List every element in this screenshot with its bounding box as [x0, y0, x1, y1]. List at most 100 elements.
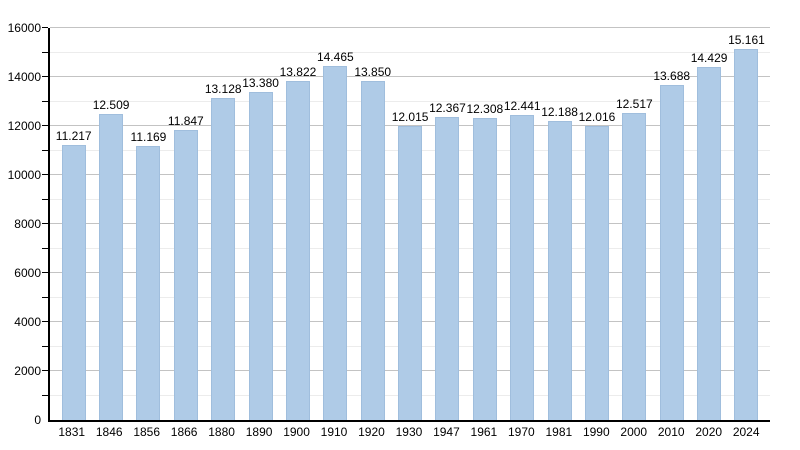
bar-value-label: 12.016: [578, 109, 616, 124]
bar-1880: 13.128: [205, 83, 242, 420]
y-axis-tick: [42, 296, 48, 298]
bar-1961: 12.308: [466, 103, 503, 420]
bar-2010: 13.688: [653, 69, 690, 420]
bar-2024: 15.161: [728, 33, 765, 420]
bar-value-label: 12.367: [429, 101, 466, 116]
x-tick-label: 2000: [620, 425, 648, 439]
y-axis-labels: 16000 14000 12000 10000 8000 6000 4000 2000 0: [0, 0, 44, 450]
y-axis-tick: [42, 198, 48, 200]
bar-slot: 12.517: [616, 28, 653, 420]
bar-1970: 12.441: [504, 100, 541, 420]
bar-1866: 11.847: [168, 114, 204, 420]
bar-slot: 12.367: [429, 28, 466, 420]
bar-slot: 12.308: [466, 28, 503, 420]
y-axis-tick: [42, 321, 48, 322]
bar-slot: 14.429: [690, 28, 727, 420]
bar-value-label: 13.850: [354, 64, 392, 79]
bar-1900: 13.822: [280, 66, 316, 420]
x-tick-label: 1981: [545, 425, 573, 439]
bar-slot: 12.015: [391, 28, 428, 420]
bar-value-label: 14.465: [316, 49, 354, 64]
bar-slot: 12.188: [541, 28, 578, 420]
y-axis-tick: [42, 247, 48, 249]
x-tick-label: 1900: [283, 425, 310, 439]
y-tick-label: 4000: [14, 315, 41, 329]
gridline-major: [50, 76, 770, 77]
bar-value-label: 11.169: [130, 130, 167, 145]
bar-slot: 13.688: [653, 28, 690, 420]
bar-1831: 11.217: [56, 130, 92, 420]
y-axis-tick: [42, 272, 48, 273]
y-axis-tick: [42, 394, 48, 396]
x-tick-label: 1920: [358, 425, 385, 439]
bar-value-label: 14.429: [690, 50, 728, 65]
x-tick-label: 1947: [433, 425, 460, 439]
bar-value-label: 12.441: [503, 99, 541, 114]
plot-area: 11.217 12.509 11.169 11.847 13.128 13.380 13.8…: [42, 27, 770, 422]
x-tick-label: 1990: [582, 425, 610, 439]
y-axis-tick: [42, 125, 48, 126]
x-tick-label: 1880: [208, 425, 235, 439]
y-tick-label: 6000: [14, 266, 41, 280]
bar-value-label: 11.217: [55, 129, 92, 144]
bar-1930: 12.015: [392, 110, 428, 420]
y-tick-label: 12000: [7, 119, 41, 133]
x-tick-label: 1846: [95, 425, 123, 439]
x-tick-label: 1831: [58, 425, 86, 439]
bar-slot: 11.217: [55, 28, 92, 420]
bar-1890: 13.380: [242, 77, 279, 420]
bar-slot: 11.169: [130, 28, 167, 420]
bar-slot: 13.380: [242, 28, 279, 420]
bar-1981: 12.188: [541, 106, 578, 420]
bar-slot: 12.441: [504, 28, 541, 420]
y-axis-tick: [42, 51, 48, 53]
y-tick-label: 0: [34, 413, 41, 427]
bar-slot: 11.847: [167, 28, 204, 420]
bar-slot: 13.128: [205, 28, 242, 420]
y-axis-tick: [42, 27, 48, 28]
gridline-minor: [50, 51, 770, 53]
y-tick-label: 16000: [7, 21, 41, 35]
y-axis-tick: [42, 370, 48, 371]
bars-row: 11.217 12.509 11.169 11.847 13.128 13.380 13.8…: [50, 28, 770, 420]
bar-slot: 13.850: [354, 28, 391, 420]
x-tick-label: 2020: [695, 425, 723, 439]
bar-value-label: 11.847: [167, 113, 204, 128]
bar-1856: 11.169: [131, 131, 166, 420]
gridline-minor: [50, 100, 770, 102]
gridline-major: [50, 125, 770, 126]
x-tick-label: 1970: [508, 425, 535, 439]
y-axis-tick: [42, 149, 48, 151]
bar-slot: 13.822: [279, 28, 316, 420]
bar-slot: 15.161: [728, 28, 765, 420]
bar-value-label: 12.517: [615, 97, 653, 112]
bar-1947: 12.367: [429, 102, 466, 420]
bar-value-label: 12.509: [92, 97, 130, 112]
y-tick-label: 2000: [14, 364, 41, 378]
y-axis-tick: [42, 223, 48, 224]
bar-1910: 14.465: [317, 50, 354, 420]
y-axis-tick: [42, 76, 48, 77]
y-axis-tick: [42, 345, 48, 347]
y-axis-tick: [42, 174, 48, 175]
bar-value-label: 12.308: [466, 102, 504, 117]
y-tick-label: 14000: [7, 70, 41, 84]
bar-value-label: 12.188: [541, 105, 578, 120]
bar-1846: 12.509: [93, 98, 129, 420]
gridline-major: [50, 27, 770, 28]
bar-1990: 12.016: [579, 110, 615, 420]
bar-slot: 12.016: [578, 28, 615, 420]
bar-value-label: 12.015: [391, 109, 429, 124]
bar-value-label: 13.688: [653, 68, 691, 83]
y-tick-label: 8000: [14, 217, 41, 231]
y-tick-label: 10000: [7, 168, 41, 182]
bar-2020: 14.429: [691, 51, 727, 420]
bar-value-label: 13.380: [242, 76, 279, 91]
x-tick-label: 1856: [133, 425, 161, 439]
x-tick-label: 1961: [470, 425, 498, 439]
x-axis-labels: 1831 1846 1856 1866 1880 1890 1900 1910 1920 1930…: [48, 425, 770, 439]
x-tick-label: 1930: [395, 425, 423, 439]
x-tick-label: 2024: [732, 425, 760, 439]
bar-1920: 13.850: [354, 65, 391, 420]
